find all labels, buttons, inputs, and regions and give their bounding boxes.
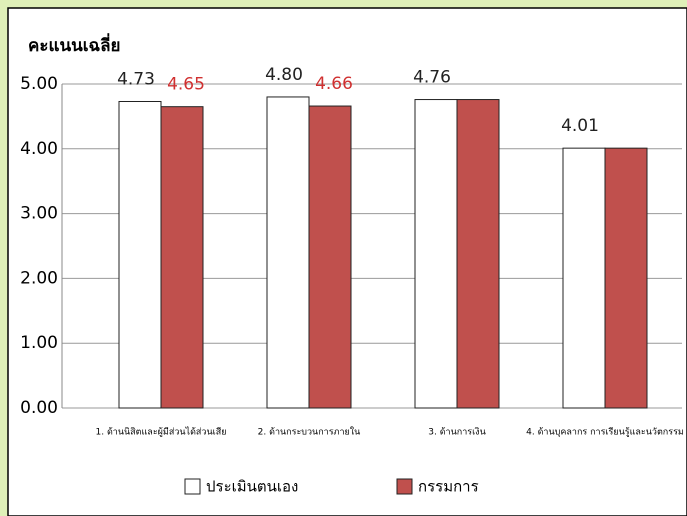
data-label: 4.76 xyxy=(413,68,451,88)
y-tick-label: 0.00 xyxy=(20,398,58,418)
x-tick-label: 1. ด้านนิสิตและผู้มีส่วนได้ส่วนเสีย xyxy=(96,427,227,438)
y-tick-label: 5.00 xyxy=(20,74,58,94)
y-tick-label: 2.00 xyxy=(20,268,58,288)
data-label: 4.80 xyxy=(265,65,303,85)
data-label: 4.65 xyxy=(167,75,205,95)
legend-swatch xyxy=(184,478,201,495)
legend-swatch xyxy=(396,478,413,495)
data-label: 4.66 xyxy=(315,74,353,94)
x-tick-label: 4. ด้านบุคลากร การเรียนรู้และนวัตกรรม xyxy=(526,427,684,438)
chart-title: คะแนนเฉลี่ย xyxy=(28,33,120,56)
legend-label: กรรมการ xyxy=(418,478,479,496)
bar xyxy=(456,99,500,409)
bar xyxy=(308,105,352,409)
legend-label: ประเมินตนเอง xyxy=(206,478,298,496)
bar xyxy=(414,99,458,409)
y-tick-label: 1.00 xyxy=(20,333,58,353)
bar xyxy=(562,147,606,409)
x-tick-label: 2. ด้านกระบวนการภายใน xyxy=(258,427,361,438)
data-label: 4.01 xyxy=(561,116,599,136)
y-tick-label: 3.00 xyxy=(20,204,58,224)
x-tick-label: 3. ด้านการเงิน xyxy=(428,427,485,438)
bar xyxy=(266,96,310,409)
bar xyxy=(118,100,162,409)
y-tick-label: 4.00 xyxy=(20,139,58,159)
data-label: 4.73 xyxy=(117,69,155,89)
bar xyxy=(160,106,204,409)
bar xyxy=(604,147,648,409)
